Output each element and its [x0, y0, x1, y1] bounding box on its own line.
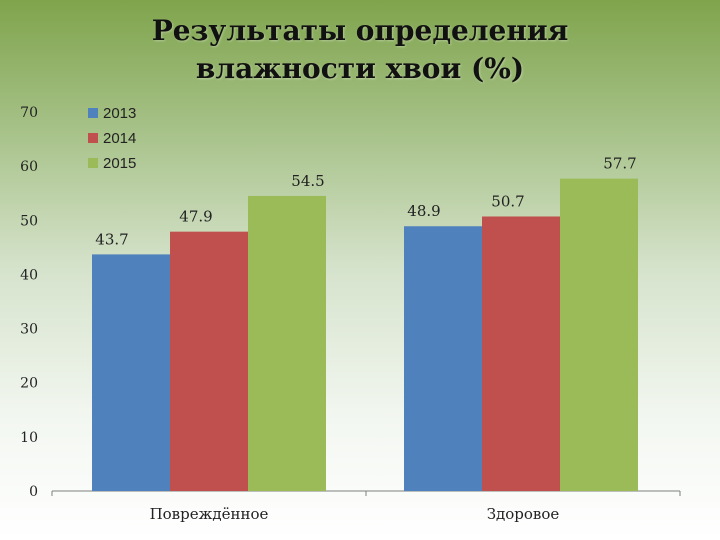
bar [92, 254, 170, 491]
bar [404, 226, 482, 491]
data-label: 50.7 [491, 192, 524, 210]
category-label: Повреждённое [150, 505, 269, 523]
y-tick-label: 60 [20, 159, 38, 175]
legend-swatch [88, 108, 98, 118]
y-tick-label: 10 [20, 430, 38, 446]
legend-entry: 2015 [103, 155, 136, 172]
y-tick-label: 20 [20, 376, 38, 392]
bar [248, 195, 326, 491]
data-label: 57.7 [603, 155, 636, 173]
data-label: 47.9 [179, 208, 212, 226]
data-label: 43.7 [95, 230, 128, 248]
chart-title: Результаты определения влажности хвои (%… [0, 12, 720, 88]
y-tick-label: 70 [20, 105, 38, 121]
y-tick-label: 0 [29, 484, 38, 500]
bar [170, 231, 248, 492]
legend-entry: 2014 [103, 130, 136, 147]
data-label: 48.9 [407, 202, 440, 220]
chart-title-line-1: Результаты определения [151, 14, 569, 47]
chart-title-line-2: влажности хвои (%) [195, 52, 525, 85]
data-label: 54.5 [291, 172, 324, 190]
category-label: Здоровое [487, 505, 560, 523]
legend-swatch [88, 158, 98, 168]
bar [560, 178, 638, 492]
y-tick-label: 40 [20, 267, 38, 283]
legend-entry: 2013 [103, 105, 136, 122]
bar [482, 216, 560, 491]
y-tick-label: 30 [20, 322, 38, 338]
y-tick-label: 50 [20, 213, 38, 229]
legend-swatch [88, 133, 98, 143]
